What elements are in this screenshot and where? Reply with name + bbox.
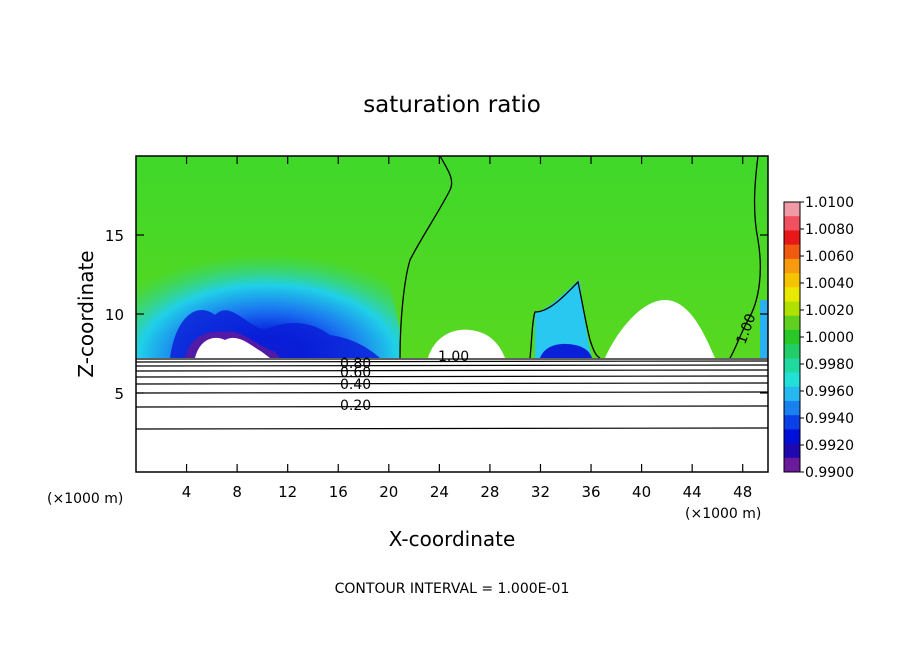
colorbar-swatch — [784, 443, 800, 459]
y-tick-label: 10 — [105, 306, 124, 324]
y-axis-label: Z-coordinate — [74, 250, 98, 377]
contour-label: 1.00 — [438, 349, 469, 365]
dry-slot — [535, 280, 592, 358]
x-tick-label: 24 — [430, 483, 449, 501]
white-dome-2 — [605, 300, 715, 358]
colorbar-label: 0.9900 — [805, 465, 854, 481]
lower-contours — [136, 358, 768, 430]
colorbar-swatch — [784, 358, 800, 374]
contour-1-00-c — [729, 156, 761, 359]
x-tick-label: 8 — [232, 483, 242, 501]
colorbar-swatch — [784, 315, 800, 331]
colorbar-swatch — [784, 202, 800, 217]
colorbar-label: 0.9920 — [805, 438, 854, 454]
y-tick-label: 15 — [105, 227, 124, 245]
dry-slot-core — [540, 343, 592, 358]
colorbar-swatch — [784, 329, 800, 345]
x-tick-label: 20 — [379, 483, 398, 501]
colorbar-swatch — [784, 344, 800, 359]
x-tick-label: 48 — [733, 483, 752, 501]
colorbar-label: 0.9960 — [805, 384, 854, 400]
colorbar-label: 1.0100 — [805, 195, 854, 211]
colorbar-label: 1.0020 — [805, 303, 854, 319]
x-tick-label: 44 — [683, 483, 702, 501]
colorbar-swatch — [784, 287, 800, 302]
colorbar-label: 1.0040 — [805, 276, 854, 292]
colorbar-swatch — [784, 273, 800, 288]
colorbar-swatch — [784, 457, 800, 473]
x-tick-label: 32 — [531, 483, 550, 501]
contour-labels: 0.80 0.60 0.40 0.20 1.00 1.00 — [340, 312, 759, 414]
x-axis-label: X-coordinate — [389, 527, 516, 551]
contour-1-00-a — [399, 156, 453, 359]
contour-label: 0.40 — [340, 377, 371, 393]
colorbar: 1.0100 1.0080 1.0060 1.0040 1.0020 1.0000 0.99… — [783, 195, 854, 481]
plot-area — [136, 156, 768, 472]
lower-region — [136, 358, 768, 472]
x-tick-label: 40 — [632, 483, 651, 501]
colorbar-swatch — [784, 386, 800, 402]
colorbar-label: 1.0060 — [805, 249, 854, 265]
x-axis-ticks: 4 8 12 16 20 24 28 32 36 40 44 48 — [182, 156, 752, 501]
white-dome-1 — [428, 329, 505, 358]
chart-title: saturation ratio — [363, 92, 541, 118]
x-tick-label: 12 — [278, 483, 297, 501]
colorbar-swatch — [784, 372, 800, 388]
right-edge-strip — [760, 300, 768, 358]
colorbar-swatch — [784, 415, 800, 430]
colorbar-swatch — [784, 258, 800, 274]
white-bump-left — [195, 337, 270, 358]
colorbar-swatch — [784, 429, 800, 445]
colorbar-label: 0.9980 — [805, 357, 854, 373]
colorbar-label: 0.9940 — [805, 411, 854, 427]
contour-label: 0.60 — [340, 365, 371, 381]
x-tick-label: 28 — [480, 483, 499, 501]
x-tick-label: 36 — [581, 483, 600, 501]
x-tick-label: 4 — [182, 483, 192, 501]
contour-interval-note: CONTOUR INTERVAL = 1.000E-01 — [335, 581, 570, 597]
y-axis-ticks: 5 10 15 — [105, 227, 768, 403]
contour-label: 0.20 — [340, 398, 371, 414]
colorbar-swatch — [784, 301, 800, 317]
colorbar-swatch — [784, 244, 800, 260]
colorbar-swatch — [784, 216, 800, 231]
colorbar-label: 1.0000 — [805, 330, 854, 346]
colorbar-swatch — [784, 400, 800, 416]
colorbar-swatch — [784, 230, 800, 246]
x-unit-left: (×1000 m) — [47, 491, 123, 507]
contour-label: 0.80 — [340, 356, 371, 372]
x-unit-right: (×1000 m) — [685, 506, 761, 522]
contour-1-00-b — [529, 280, 601, 359]
y-tick-label: 5 — [114, 385, 124, 403]
colorbar-label: 1.0080 — [805, 222, 854, 238]
x-tick-label: 16 — [329, 483, 348, 501]
